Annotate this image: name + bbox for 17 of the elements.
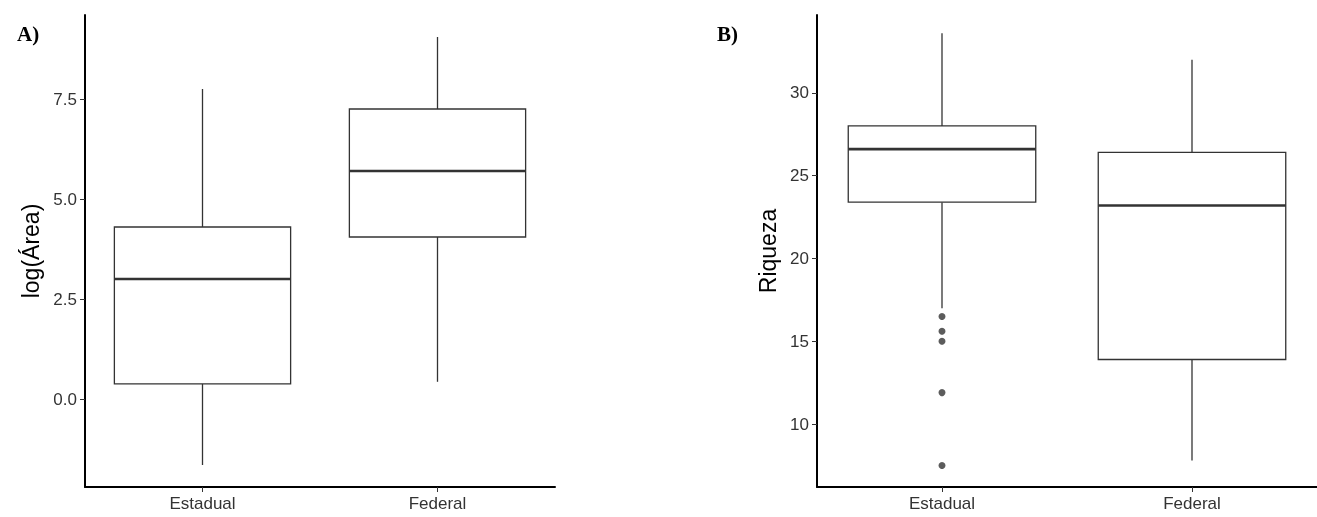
y-tick-label: 7.5 xyxy=(53,89,77,109)
y-axis-title: log(Área) xyxy=(17,203,44,299)
chart-title: A) xyxy=(17,21,40,46)
x-tick-label: Federal xyxy=(408,494,467,513)
y-tick-label: 5.0 xyxy=(53,189,77,209)
x-tick-label: Estadual xyxy=(169,494,236,513)
chart-title: B) xyxy=(717,21,739,46)
y-tick-label: 30 xyxy=(790,83,809,103)
y-tick-label: 25 xyxy=(790,166,809,186)
y-tick-label: 15 xyxy=(790,331,809,351)
y-tick-label: 10 xyxy=(790,414,809,434)
y-tick-label: 0.0 xyxy=(53,389,77,409)
y-axis-title: Riqueza xyxy=(754,208,781,294)
y-tick-label: 2.5 xyxy=(53,289,77,309)
x-tick-label: Federal xyxy=(1163,494,1221,513)
y-tick-label: 20 xyxy=(790,248,809,268)
x-tick-label: Estadual xyxy=(908,494,976,513)
